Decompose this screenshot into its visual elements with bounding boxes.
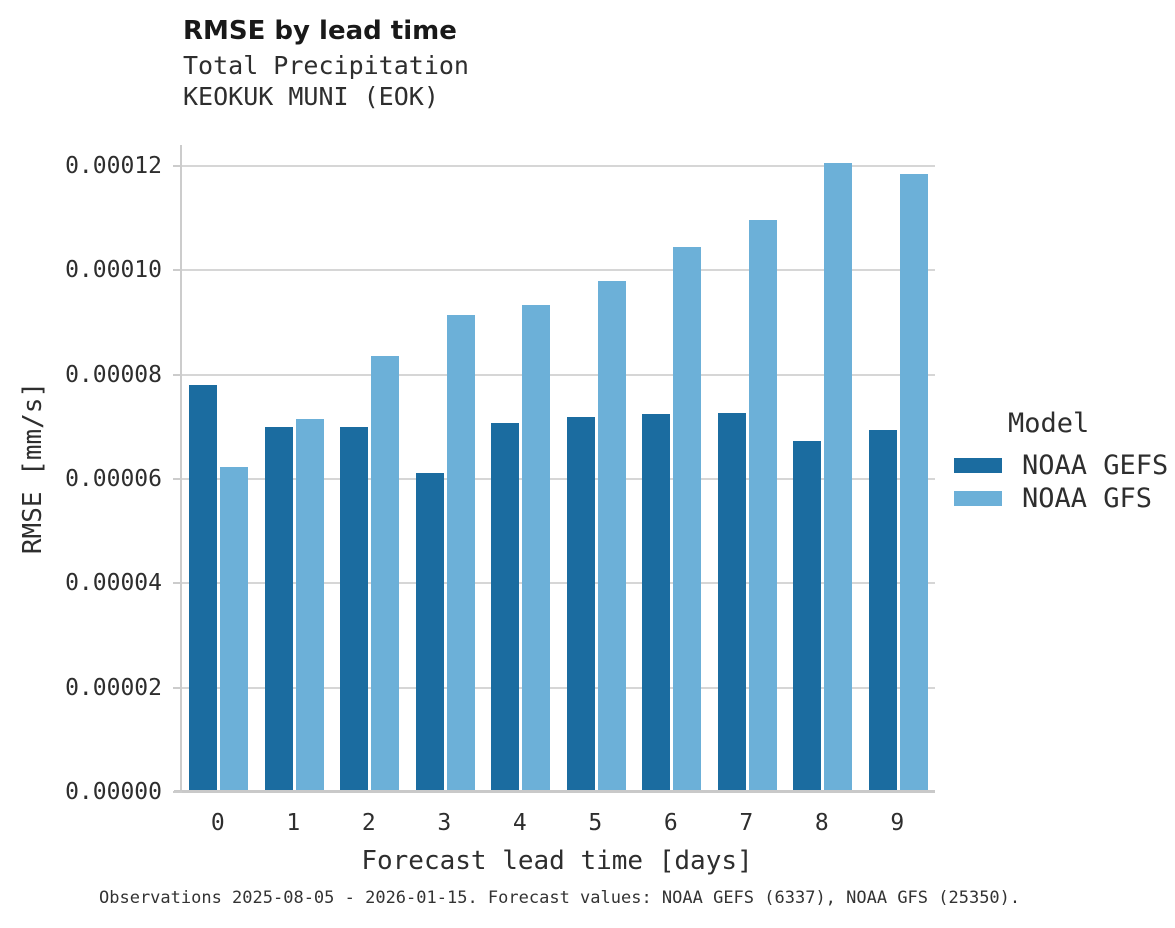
y-tick-label-0.00004: 0.00004 (65, 570, 162, 597)
bar-noaa-gfs-day-7 (748, 220, 777, 792)
bar-noaa-gfs-day-0 (220, 466, 249, 792)
legend-entry-noaa-gfs: NOAA GFS (954, 482, 1168, 515)
y-tick-mark-0.00006 (173, 477, 182, 480)
bar-noaa-gfs-day-5 (597, 281, 626, 792)
gridline-0.00010 (180, 269, 935, 272)
x-axis-title: Forecast lead time [days] (361, 846, 753, 876)
chart-subtitle-station: KEOKUK MUNI (EOK) (183, 82, 439, 111)
bar-noaa-gefs-day-2 (340, 427, 369, 792)
x-tick-label-0: 0 (210, 810, 225, 836)
x-tick-label-1: 1 (286, 810, 301, 836)
legend: Model NOAA GEFS NOAA GFS (954, 408, 1168, 515)
gridline-0.00004 (180, 582, 935, 585)
x-axis-baseline (174, 790, 935, 793)
legend-title: Model (1008, 408, 1090, 439)
bar-noaa-gefs-day-1 (264, 426, 293, 792)
gridline-0.00006 (180, 477, 935, 480)
bar-noaa-gefs-day-5 (566, 416, 595, 792)
legend-entries: NOAA GEFS NOAA GFS (954, 449, 1168, 515)
y-tick-mark-0.00010 (173, 269, 182, 272)
chart-subtitle-variable: Total Precipitation (183, 51, 469, 80)
y-tick-mark-0.00004 (173, 582, 182, 585)
x-tick-label-3: 3 (437, 810, 452, 836)
y-axis-title: RMSE [mm/s] (18, 381, 48, 555)
bar-noaa-gfs-day-6 (673, 247, 702, 792)
x-tick-label-7: 7 (739, 810, 754, 836)
legend-label-noaa-gfs: NOAA GFS (1022, 483, 1153, 514)
bar-noaa-gefs-day-3 (415, 473, 444, 792)
y-tick-label-0.00006: 0.00006 (65, 465, 162, 492)
gridline-0.00002 (180, 686, 935, 689)
y-tick-label-0.00002: 0.00002 (65, 674, 162, 701)
bar-noaa-gefs-day-7 (717, 412, 746, 792)
bar-noaa-gfs-day-1 (295, 418, 324, 792)
x-tick-label-4: 4 (512, 810, 527, 836)
bar-noaa-gfs-day-4 (522, 304, 551, 792)
y-tick-label-0.00008: 0.00008 (65, 361, 162, 388)
x-tick-label-6: 6 (663, 810, 678, 836)
y-tick-mark-0.00000 (173, 791, 182, 793)
gridline-0.00012 (180, 164, 935, 167)
chart-title: RMSE by lead time (183, 16, 457, 46)
caption: Observations 2025-08-05 - 2026-01-15. Fo… (99, 888, 1021, 908)
legend-entry-noaa-gefs: NOAA GEFS (954, 449, 1168, 482)
legend-swatch-noaa-gefs (954, 458, 1002, 473)
y-tick-mark-0.00002 (173, 686, 182, 689)
bar-noaa-gefs-day-4 (491, 423, 520, 792)
plot-area (180, 145, 935, 792)
bar-noaa-gfs-day-8 (824, 163, 853, 792)
bar-noaa-gefs-day-8 (793, 440, 822, 792)
bar-noaa-gfs-day-3 (446, 315, 475, 792)
bar-noaa-gfs-day-9 (899, 173, 928, 792)
y-tick-mark-0.00012 (173, 164, 182, 167)
y-tick-label-0.00000: 0.00000 (65, 779, 162, 805)
x-tick-label-8: 8 (814, 810, 829, 836)
bar-noaa-gefs-day-0 (189, 385, 218, 792)
bar-noaa-gefs-day-9 (868, 429, 897, 792)
gridline-0.00008 (180, 373, 935, 376)
y-tick-label-0.00010: 0.00010 (65, 257, 162, 284)
x-tick-label-9: 9 (890, 810, 905, 836)
legend-swatch-noaa-gfs (954, 491, 1002, 506)
x-tick-label-2: 2 (361, 810, 376, 836)
y-tick-mark-0.00008 (173, 373, 182, 376)
bar-noaa-gfs-day-2 (371, 355, 400, 792)
y-axis-spine (180, 145, 182, 792)
x-tick-label-5: 5 (588, 810, 603, 836)
bar-noaa-gefs-day-6 (642, 414, 671, 792)
legend-label-noaa-gefs: NOAA GEFS (1022, 450, 1169, 481)
y-tick-label-0.00012: 0.00012 (65, 152, 162, 179)
